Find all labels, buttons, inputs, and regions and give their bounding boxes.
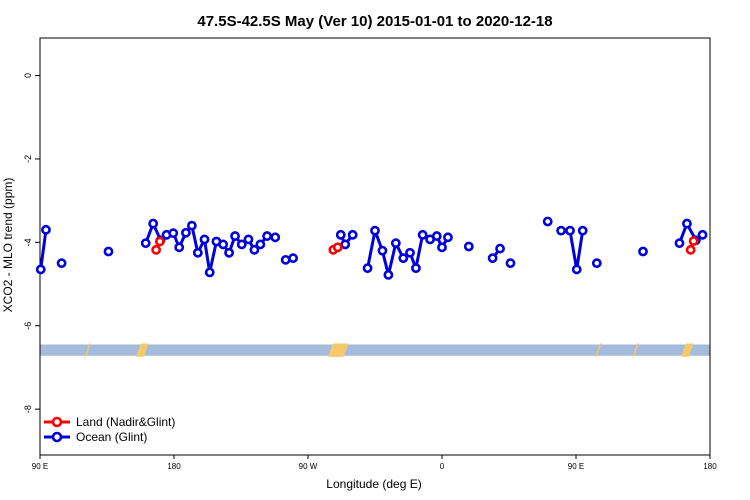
data-point	[151, 244, 162, 255]
data-point	[288, 253, 299, 264]
x-tick-label: 0	[440, 462, 445, 471]
data-point	[230, 231, 240, 241]
x-axis-label: Longitude (deg E)	[326, 477, 421, 491]
data-point	[154, 236, 165, 247]
data-point	[224, 247, 234, 258]
land-patch	[632, 343, 639, 357]
data-point	[56, 258, 67, 269]
data-point	[370, 225, 380, 236]
legend-label: Land (Nadir&Glint)	[76, 415, 175, 429]
land-patch	[139, 343, 149, 357]
chart-title: 47.5S-42.5S May (Ver 10) 2015-01-01 to 2…	[197, 13, 552, 30]
data-point	[487, 253, 498, 264]
legend-label: Ocean (Glint)	[76, 430, 147, 444]
data-point	[556, 225, 567, 236]
land-patch	[595, 343, 602, 357]
data-point	[431, 231, 442, 241]
data-point	[218, 239, 229, 250]
land-patch	[84, 343, 91, 357]
data-point	[174, 242, 185, 253]
data-point	[204, 267, 215, 278]
data-point	[186, 220, 197, 231]
data-point	[347, 229, 358, 240]
data-point	[377, 245, 388, 256]
data-point	[181, 227, 191, 238]
data-point	[41, 224, 51, 235]
x-tick-label: 180	[703, 462, 717, 471]
y-axis-label: XCO2 - MLO trend (ppm)	[1, 178, 15, 313]
series-line	[561, 229, 585, 271]
land-patch	[334, 343, 349, 357]
data-point	[332, 242, 343, 253]
data-point	[255, 239, 266, 250]
data-point	[565, 225, 575, 236]
y-tick-label: 0	[23, 73, 33, 78]
data-point	[362, 263, 373, 274]
y-tick-label: -8	[23, 405, 33, 413]
data-point	[405, 247, 415, 258]
data-point	[148, 218, 159, 229]
data-point	[685, 244, 696, 255]
data-point	[463, 241, 474, 252]
data-point	[398, 253, 409, 264]
data-point	[262, 231, 272, 241]
data-point	[280, 254, 291, 265]
data-point	[390, 238, 401, 249]
x-tick-label: 90 E	[568, 462, 584, 471]
series-line	[39, 229, 48, 270]
data-point	[270, 232, 281, 243]
legend-marker	[51, 431, 63, 443]
data-point	[674, 238, 685, 249]
legend-marker	[51, 416, 63, 428]
data-point	[243, 234, 254, 245]
data-point	[417, 229, 428, 240]
y-tick-label: -2	[23, 155, 33, 163]
land-patch	[683, 343, 694, 357]
data-point	[199, 234, 210, 245]
x-tick-label: 90 W	[299, 462, 318, 471]
surface-band	[40, 344, 710, 356]
data-point	[140, 238, 151, 249]
data-point	[688, 236, 699, 246]
data-point	[542, 216, 553, 227]
data-point	[577, 225, 588, 236]
data-point	[249, 244, 260, 255]
data-point	[103, 246, 114, 257]
y-tick-label: -4	[23, 238, 33, 246]
data-point	[35, 264, 46, 275]
plot-frame	[39, 37, 711, 456]
x-tick-label: 90 E	[32, 462, 48, 471]
data-point	[192, 247, 203, 258]
x-tick-label: 180	[167, 462, 181, 471]
data-point	[437, 242, 447, 253]
data-point	[340, 239, 351, 250]
data-point	[411, 263, 421, 274]
data-point	[383, 269, 394, 280]
data-point	[505, 258, 516, 269]
data-point	[571, 264, 582, 275]
data-point	[638, 246, 648, 257]
data-point	[697, 229, 708, 240]
data-point	[443, 232, 453, 243]
data-point	[682, 218, 692, 229]
data-point	[236, 239, 247, 250]
y-tick-label: -6	[23, 322, 33, 330]
data-point	[591, 258, 602, 269]
data-point	[495, 243, 505, 254]
data-point	[168, 228, 179, 239]
data-point	[335, 229, 346, 240]
